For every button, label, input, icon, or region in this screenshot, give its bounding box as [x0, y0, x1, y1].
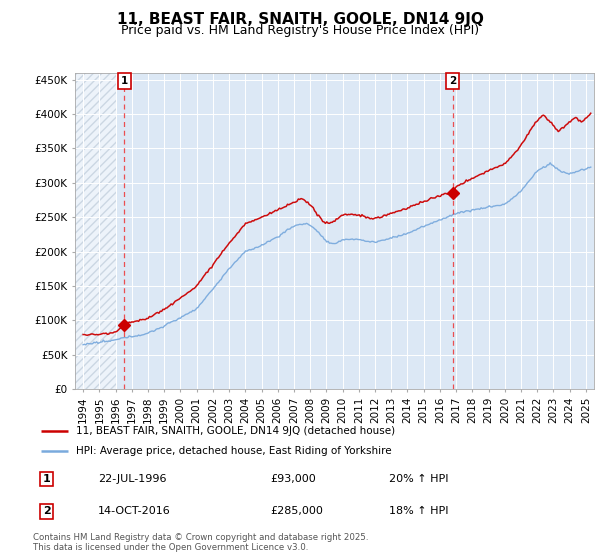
Text: 18% ↑ HPI: 18% ↑ HPI — [389, 506, 449, 516]
Text: 14-OCT-2016: 14-OCT-2016 — [98, 506, 170, 516]
Text: £93,000: £93,000 — [271, 474, 316, 484]
Text: 22-JUL-1996: 22-JUL-1996 — [98, 474, 166, 484]
Text: This data is licensed under the Open Government Licence v3.0.: This data is licensed under the Open Gov… — [33, 543, 308, 552]
Text: 1: 1 — [43, 474, 50, 484]
Text: HPI: Average price, detached house, East Riding of Yorkshire: HPI: Average price, detached house, East… — [76, 446, 392, 456]
Text: 1: 1 — [121, 76, 128, 86]
Text: Price paid vs. HM Land Registry's House Price Index (HPI): Price paid vs. HM Land Registry's House … — [121, 24, 479, 36]
Text: 11, BEAST FAIR, SNAITH, GOOLE, DN14 9JQ (detached house): 11, BEAST FAIR, SNAITH, GOOLE, DN14 9JQ … — [76, 426, 395, 436]
Text: 20% ↑ HPI: 20% ↑ HPI — [389, 474, 449, 484]
Text: 2: 2 — [43, 506, 50, 516]
Bar — [75, 73, 116, 389]
Text: £285,000: £285,000 — [271, 506, 323, 516]
Text: 2: 2 — [449, 76, 456, 86]
Text: Contains HM Land Registry data © Crown copyright and database right 2025.: Contains HM Land Registry data © Crown c… — [33, 533, 368, 542]
Text: 11, BEAST FAIR, SNAITH, GOOLE, DN14 9JQ: 11, BEAST FAIR, SNAITH, GOOLE, DN14 9JQ — [116, 12, 484, 27]
